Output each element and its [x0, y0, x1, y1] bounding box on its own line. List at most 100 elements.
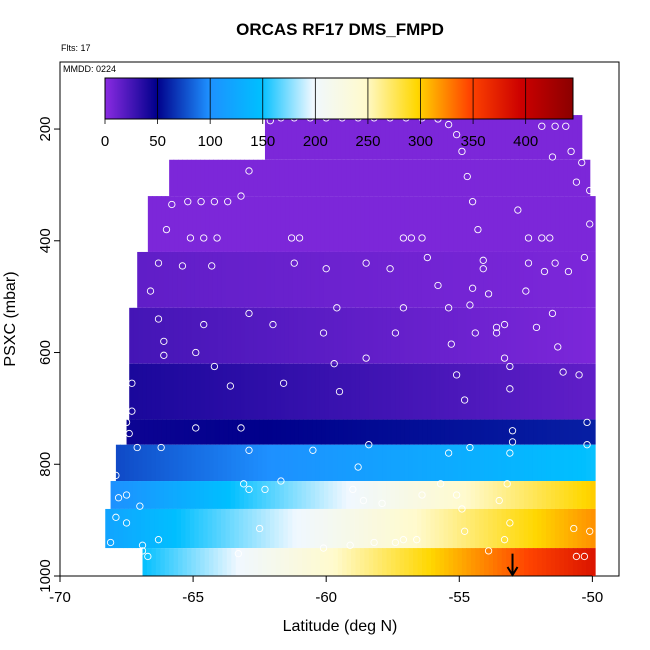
heatmap-cell: [279, 159, 285, 197]
observation-point: [586, 220, 594, 228]
heatmap-cell: [182, 307, 188, 364]
heatmap-cell: [390, 481, 396, 509]
heatmap-cell: [541, 508, 547, 549]
heatmap-cell: [275, 548, 281, 576]
heatmap-cell: [430, 115, 436, 160]
heatmap-cell: [440, 196, 446, 252]
observation-point: [168, 200, 176, 209]
heatmap-cell: [501, 363, 507, 420]
heatmap-cell: [586, 444, 592, 482]
observation-point: [423, 253, 431, 262]
heatmap-cell: [505, 159, 511, 197]
heatmap-cell: [359, 159, 365, 197]
heatmap-cell: [483, 159, 489, 197]
heatmap-cell: [342, 196, 348, 252]
heatmap-cell: [555, 419, 561, 445]
heatmap-cell: [448, 251, 454, 308]
heatmap-cell: [248, 548, 255, 576]
heatmap-cell: [435, 363, 441, 420]
observation-point: [226, 382, 235, 390]
heatmap-cell: [377, 481, 383, 509]
heatmap-cell: [285, 196, 291, 252]
heatmap-cell: [412, 481, 418, 509]
heatmap-cell: [365, 419, 371, 445]
heatmap-cell: [186, 481, 192, 509]
heatmap-cell: [430, 481, 436, 509]
observation-point: [295, 234, 304, 242]
heatmap-cell: [409, 196, 415, 252]
heatmap-cell: [422, 363, 428, 420]
heatmap-cell: [302, 363, 308, 420]
observation-point: [237, 424, 245, 432]
heatmap-cell: [426, 307, 432, 364]
heatmap-cell: [174, 196, 180, 252]
observation-point: [506, 385, 514, 393]
y-tick-label: 800: [37, 452, 54, 477]
observation-point: [154, 536, 163, 544]
heatmap-cell: [252, 251, 258, 308]
heatmap-cell: [368, 251, 374, 308]
heatmap-cell: [395, 444, 401, 482]
heatmap-cell: [262, 548, 268, 576]
heatmap-cell: [283, 481, 289, 509]
heatmap-cell: [321, 419, 327, 445]
heatmap-cell: [550, 251, 556, 308]
heatmap-cell: [532, 307, 538, 364]
heatmap-cell: [568, 115, 574, 160]
heatmap-cell: [333, 548, 339, 576]
heatmap-cell: [314, 115, 320, 160]
heatmap-cell: [194, 508, 200, 549]
heatmap-cell: [439, 444, 445, 482]
observation-point: [208, 262, 216, 270]
heatmap-cell: [541, 481, 547, 509]
heatmap-cell: [351, 419, 357, 445]
heatmap-cell: [408, 363, 414, 420]
heatmap-cell: [590, 481, 596, 509]
heatmap-cell: [399, 444, 405, 482]
heatmap-cell: [133, 363, 139, 420]
heatmap-cell: [355, 307, 361, 364]
observation-point: [128, 407, 136, 415]
heatmap-cell: [435, 444, 441, 482]
heatmap-cell: [276, 419, 282, 445]
heatmap-cell: [272, 419, 278, 445]
heatmap-cell: [466, 251, 472, 308]
heatmap-cell: [172, 481, 178, 509]
heatmap-cell: [135, 419, 141, 445]
heatmap-cell: [239, 481, 245, 509]
heatmap-cell: [332, 508, 338, 549]
heatmap-cell: [341, 251, 347, 308]
heatmap-cell: [474, 159, 480, 197]
heatmap-cell: [177, 251, 183, 308]
heatmap-cell: [511, 419, 517, 445]
heatmap-cell: [270, 251, 276, 308]
heatmap-cell: [466, 196, 472, 252]
heatmap-cell: [284, 307, 290, 364]
heatmap-cell: [346, 307, 352, 364]
heatmap-cell: [151, 363, 157, 420]
colorbar-tick-label: 200: [303, 133, 328, 150]
heatmap-cell: [563, 115, 569, 160]
observation-point: [319, 329, 328, 337]
heatmap-cell: [270, 481, 276, 509]
heatmap-cell: [572, 444, 578, 482]
observation-point: [213, 234, 221, 242]
heatmap-cell: [567, 159, 573, 197]
heatmap-cell: [144, 419, 150, 445]
heatmap-cell: [563, 159, 569, 197]
heatmap-cell: [190, 481, 196, 509]
heatmap-cell: [585, 159, 591, 197]
heatmap-cell: [154, 508, 160, 549]
heatmap-cell: [479, 444, 485, 482]
observation-point: [386, 265, 394, 273]
heatmap-cell: [453, 548, 459, 576]
heatmap-cell: [581, 481, 587, 509]
heatmap-cell: [195, 307, 201, 364]
heatmap-cell: [191, 307, 197, 364]
heatmap-cell: [200, 159, 206, 197]
heatmap-cell: [510, 481, 516, 509]
heatmap-cell: [288, 363, 294, 420]
heatmap-cell: [443, 481, 449, 509]
heatmap-cell: [550, 419, 556, 445]
heatmap-cell: [399, 481, 405, 509]
